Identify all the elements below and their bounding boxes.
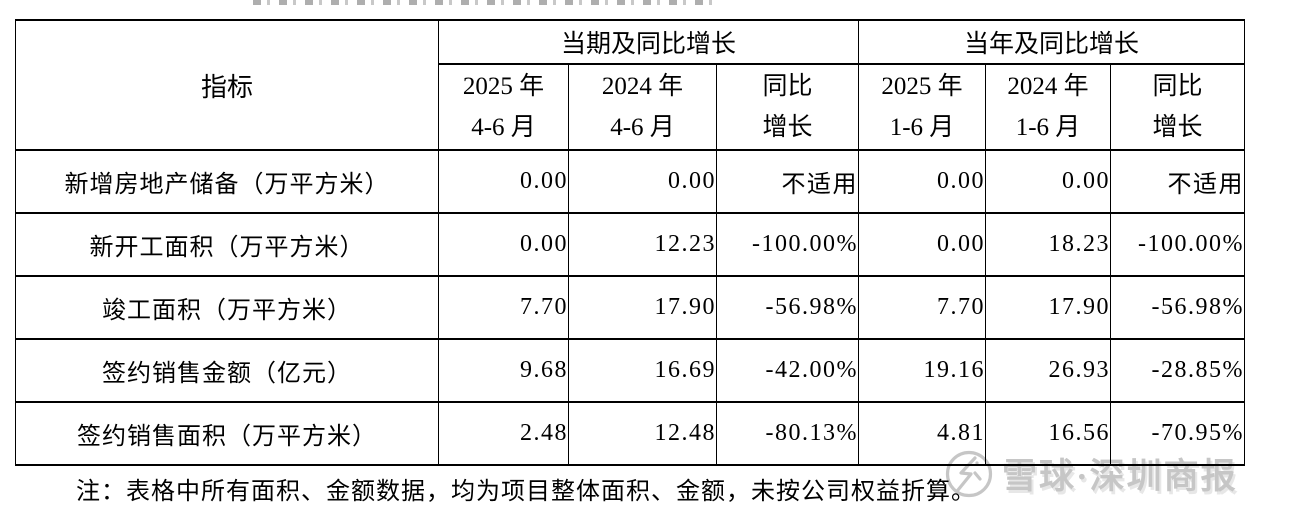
- cell-value: 不适用: [716, 149, 859, 214]
- col-header-line: 2024 年: [601, 73, 684, 100]
- group-header-row: 指标 当期及同比增长 当年及同比增长: [15, 19, 1245, 151]
- table-body: 新增房地产储备（万平方米） 0.00 0.00 不适用 0.00 0.00 不适…: [15, 149, 1245, 466]
- cell-value: 0.00: [858, 149, 986, 214]
- cell-value: -70.95%: [1110, 401, 1245, 466]
- col-header-line: 2025 年: [881, 73, 963, 100]
- col-header-line: 同比: [1152, 73, 1203, 100]
- col-header-line: 1-6 月: [889, 114, 955, 141]
- cell-value: 19.16: [858, 338, 986, 403]
- footnote: 注：表格中所有面积、金额数据，均为项目整体面积、金额，未按公司权益折算。: [76, 479, 976, 505]
- cell-value: -28.85%: [1110, 338, 1245, 403]
- cell-value: 16.69: [568, 338, 717, 403]
- col-header-line: 同比: [762, 73, 813, 100]
- table-header: 指标 当期及同比增长 当年及同比增长 2025 年 4-6 月 2024 年 4…: [15, 19, 1245, 151]
- col-header-2024-q2: 2024 年 4-6 月: [568, 63, 717, 151]
- col-header-line: 2025 年: [462, 73, 545, 100]
- cell-value: 16.56: [985, 401, 1111, 466]
- row-label: 新开工面积（万平方米）: [15, 212, 439, 277]
- table-row: 竣工面积（万平方米） 7.70 17.90 -56.98% 7.70 17.90…: [15, 275, 1245, 340]
- row-label: 签约销售金额（亿元）: [15, 338, 439, 403]
- row-label: 新增房地产储备（万平方米）: [15, 149, 439, 214]
- cell-value: -100.00%: [716, 212, 859, 277]
- table-row: 新开工面积（万平方米） 0.00 12.23 -100.00% 0.00 18.…: [15, 212, 1245, 277]
- metrics-table: 指标 当期及同比增长 当年及同比增长 2025 年 4-6 月 2024 年 4…: [15, 19, 1245, 466]
- cell-value: 不适用: [1110, 149, 1245, 214]
- cell-value: 17.90: [985, 275, 1111, 340]
- col-header-2025-h1: 2025 年 1-6 月: [858, 63, 986, 151]
- cell-value: 26.93: [985, 338, 1111, 403]
- cell-value: -80.13%: [716, 401, 859, 466]
- col-header-line: 1-6 月: [1015, 114, 1081, 141]
- col-header-line: 4-6 月: [610, 114, 675, 141]
- cell-value: -42.00%: [716, 338, 859, 403]
- cell-value: 7.70: [858, 275, 986, 340]
- row-label: 竣工面积（万平方米）: [15, 275, 439, 340]
- col-header-yoy-period: 同比 增长: [716, 63, 859, 151]
- cell-value: 12.48: [568, 401, 717, 466]
- col-header-line: 增长: [1152, 114, 1203, 141]
- cell-value: 0.00: [438, 149, 569, 214]
- col-header-line: 2024 年: [1007, 73, 1089, 100]
- sub-header-row: 2025 年 4-6 月 2024 年 4-6 月 同比 增长 2025 年 1…: [16, 63, 1245, 151]
- cell-value: 17.90: [568, 275, 717, 340]
- corner-header-indicator: 指标: [15, 19, 439, 151]
- col-header-2025-q2: 2025 年 4-6 月: [438, 63, 569, 151]
- cell-value: 0.00: [858, 212, 986, 277]
- cell-value: 0.00: [568, 149, 717, 214]
- cell-value: 2.48: [438, 401, 569, 466]
- col-header-line: 4-6 月: [471, 114, 536, 141]
- cell-value: 9.68: [438, 338, 569, 403]
- group-header-current-period: 当期及同比增长: [438, 19, 859, 65]
- table-row: 签约销售金额（亿元） 9.68 16.69 -42.00% 19.16 26.9…: [15, 338, 1245, 403]
- col-header-line: 增长: [762, 114, 813, 141]
- cell-value: -100.00%: [1110, 212, 1245, 277]
- row-label: 签约销售面积（万平方米）: [15, 401, 439, 466]
- cell-value: 4.81: [858, 401, 986, 466]
- table-row: 签约销售面积（万平方米） 2.48 12.48 -80.13% 4.81 16.…: [15, 401, 1245, 466]
- cell-value: -56.98%: [716, 275, 859, 340]
- table-row: 新增房地产储备（万平方米） 0.00 0.00 不适用 0.00 0.00 不适…: [15, 149, 1245, 214]
- cell-value: 18.23: [985, 212, 1111, 277]
- col-header-yoy-year: 同比 增长: [1110, 63, 1245, 151]
- cell-value: 7.70: [438, 275, 569, 340]
- cell-value: 0.00: [985, 149, 1111, 214]
- group-header-current-year: 当年及同比增长: [858, 19, 1245, 65]
- cell-value: 12.23: [568, 212, 717, 277]
- cropped-text-fragments: [253, 0, 713, 5]
- cell-value: 0.00: [438, 212, 569, 277]
- cell-value: -56.98%: [1110, 275, 1245, 340]
- col-header-2024-h1: 2024 年 1-6 月: [985, 63, 1111, 151]
